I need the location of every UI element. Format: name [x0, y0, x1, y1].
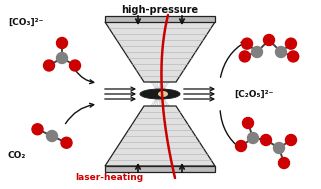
Polygon shape: [105, 106, 215, 166]
Circle shape: [44, 60, 55, 71]
Circle shape: [285, 38, 297, 49]
Ellipse shape: [140, 89, 180, 99]
Circle shape: [279, 157, 290, 169]
Circle shape: [47, 130, 57, 142]
Circle shape: [247, 132, 258, 143]
Circle shape: [239, 51, 250, 62]
Circle shape: [242, 118, 254, 129]
Circle shape: [275, 46, 287, 57]
Circle shape: [273, 143, 284, 153]
Circle shape: [285, 135, 297, 146]
Text: CO₂: CO₂: [8, 151, 26, 160]
Circle shape: [236, 140, 247, 152]
Text: [CO₃]²⁻: [CO₃]²⁻: [8, 18, 43, 27]
Circle shape: [56, 37, 67, 49]
Text: laser-heating: laser-heating: [75, 173, 143, 182]
Circle shape: [32, 124, 43, 135]
Circle shape: [264, 35, 274, 46]
Circle shape: [261, 135, 272, 146]
Circle shape: [288, 51, 299, 62]
Polygon shape: [105, 22, 215, 82]
Text: [C₂O₅]²⁻: [C₂O₅]²⁻: [234, 90, 273, 99]
Circle shape: [251, 46, 263, 57]
Circle shape: [241, 38, 253, 49]
Circle shape: [61, 137, 72, 148]
Text: high-pressure: high-pressure: [121, 5, 199, 15]
Polygon shape: [105, 166, 215, 172]
Circle shape: [69, 60, 81, 71]
Circle shape: [56, 53, 67, 64]
Polygon shape: [105, 16, 215, 22]
Ellipse shape: [158, 91, 168, 97]
